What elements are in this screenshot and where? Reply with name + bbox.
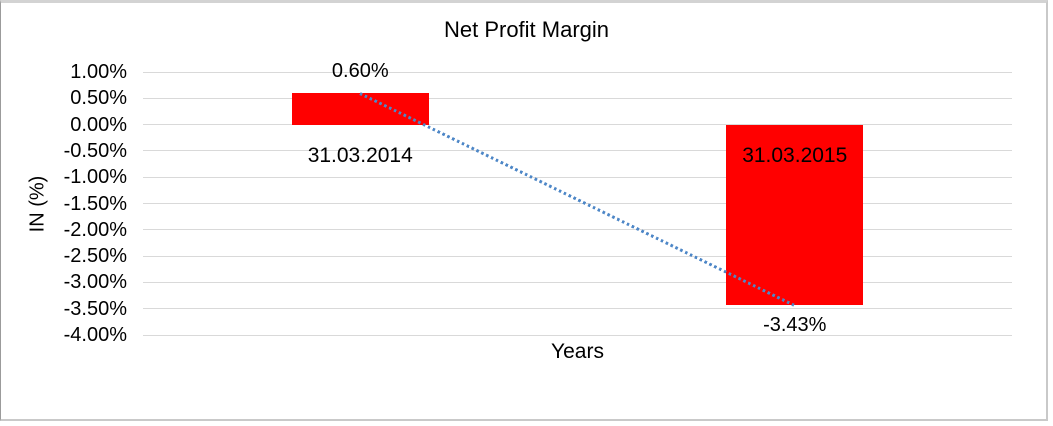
y-tick-label: -4.00% xyxy=(63,324,127,346)
category-label: 31.03.2015 xyxy=(742,144,848,168)
gridline xyxy=(143,71,1012,73)
y-tick-label: -3.50% xyxy=(63,297,127,320)
gridline xyxy=(143,255,1012,257)
gridline xyxy=(143,229,1012,231)
y-tick-label: -3.00% xyxy=(63,271,127,294)
gridline xyxy=(143,97,1012,99)
bar-31.03.2014 xyxy=(291,93,429,125)
bar-31.03.2015 xyxy=(726,124,864,305)
gridline xyxy=(143,334,1012,336)
y-tick-label: -1.00% xyxy=(63,166,127,189)
gridline xyxy=(143,150,1012,152)
x-axis-title: Years xyxy=(551,340,604,363)
data-label: -3.43% xyxy=(763,314,827,337)
y-tick-label: -2.00% xyxy=(63,218,127,241)
gridline xyxy=(143,203,1012,204)
gridline xyxy=(143,308,1012,310)
gridline xyxy=(143,124,1012,126)
category-label: 31.03.2014 xyxy=(307,144,413,168)
gridline xyxy=(143,176,1012,178)
y-tick-label: -0.50% xyxy=(63,139,127,162)
gridline xyxy=(143,281,1012,283)
y-tick-label: 0.00% xyxy=(70,113,127,136)
data-label: 0.60% xyxy=(331,59,389,82)
y-tick-label: 1.00% xyxy=(70,61,127,83)
chart-title: Net Profit Margin xyxy=(443,17,610,42)
y-tick-label: -1.50% xyxy=(63,192,127,215)
y-tick-label: 0.50% xyxy=(70,87,127,110)
y-tick-label: -2.50% xyxy=(63,245,127,268)
